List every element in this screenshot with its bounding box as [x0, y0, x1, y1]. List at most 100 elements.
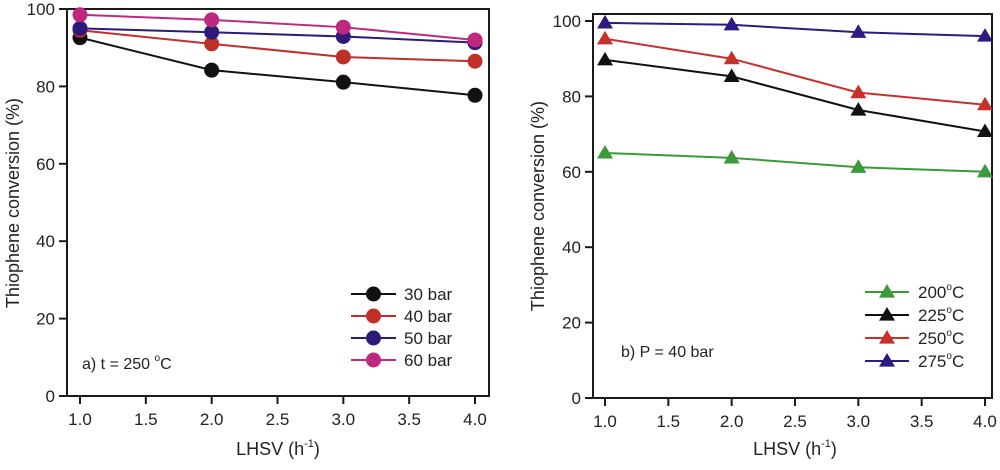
legend-marker [879, 284, 895, 298]
x-tick-label: 2.5 [783, 412, 807, 431]
legend-item: 50 bar [351, 329, 453, 348]
y-tick-label: 100 [553, 12, 581, 31]
data-point [467, 53, 483, 69]
legend-marker [879, 307, 895, 321]
y-tick-label: 20 [36, 310, 55, 329]
panel-b-x-axis: 1.0 1.5 2.0 2.5 3.0 3.5 4.0 [593, 398, 997, 431]
legend-label: 250oC [918, 328, 964, 348]
panel-a-annotation-prefix: a) t = 250 [82, 356, 155, 373]
series-line [604, 151, 986, 173]
legend-label-degree: o [946, 305, 952, 316]
legend-item: 60 bar [351, 351, 453, 370]
data-point [977, 96, 993, 111]
panel-b-x-axis-label-sup: -1 [821, 438, 831, 450]
legend-marker [366, 330, 381, 346]
data-point [597, 51, 613, 66]
legend-label: 50 bar [404, 329, 453, 348]
data-point [850, 24, 867, 38]
data-point [72, 20, 88, 36]
x-tick-label: 3.5 [397, 410, 421, 429]
legend-item: 200oC [865, 282, 964, 302]
data-point [977, 28, 993, 42]
data-point [204, 12, 220, 28]
series-line [79, 13, 476, 41]
panel-a-chart: 0 20 40 60 80 100 1.0 1.5 2.0 2.5 3.0 3.5 4.0 Thiop… [3, 0, 490, 459]
data-point [335, 49, 351, 65]
legend-label: 225oC [918, 305, 964, 325]
x-tick-label: 1.5 [657, 412, 681, 431]
y-tick-label: 80 [562, 87, 581, 106]
data-point [597, 14, 613, 29]
data-point [72, 7, 88, 23]
y-tick-label: 20 [562, 314, 581, 333]
x-tick-label: 3.0 [847, 412, 871, 431]
y-tick-label: 60 [562, 163, 581, 182]
panel-b-series-group [597, 14, 993, 178]
series-line [79, 36, 476, 97]
x-tick-label: 1.0 [68, 410, 92, 429]
panel-b-x-axis-label-close: ) [831, 439, 837, 459]
data-point [204, 62, 220, 78]
data-point [977, 163, 993, 178]
x-tick-label: 3.5 [910, 412, 934, 431]
panel-a-annotation-degree: o [155, 353, 161, 364]
panel-b-annotation: b) P = 40 bar [621, 344, 714, 361]
data-point [723, 68, 740, 83]
series-30-bar [72, 30, 483, 103]
series-200-c [597, 144, 993, 178]
x-tick-label: 2.0 [720, 412, 744, 431]
panel-b-x-axis-label-main: LHSV (h [753, 439, 821, 459]
data-point [850, 84, 867, 99]
series-line [604, 58, 986, 133]
panel-a-y-axis: 0 20 40 60 80 100 [27, 0, 67, 406]
legend-marker [879, 330, 895, 344]
data-point [204, 36, 220, 52]
legend-item: 225oC [865, 305, 964, 325]
y-tick-label: 80 [36, 77, 55, 96]
legend-marker [366, 352, 381, 368]
data-point [597, 30, 613, 45]
legend-item: 275oC [865, 351, 964, 371]
panel-b-y-axis: 0 20 40 60 80 100 [553, 12, 593, 408]
data-point [467, 32, 483, 48]
panel-a-annotation: a) t = 250 oC [82, 353, 172, 373]
series-line [604, 37, 986, 106]
data-point [977, 123, 993, 138]
panel-a-series-group [72, 7, 483, 103]
series-225-c [597, 51, 993, 138]
panel-a-x-axis-label-close: ) [314, 439, 320, 459]
panel-a-legend: 30 bar 40 bar 50 bar 60 bar [351, 285, 453, 370]
data-point [723, 16, 740, 31]
legend-label-unit: C [952, 283, 964, 302]
x-tick-label: 4.0 [463, 410, 487, 429]
data-point [723, 50, 740, 65]
panel-b-y-axis-label: Thiophene conversion (%) [528, 101, 548, 311]
x-tick-label: 1.0 [593, 412, 617, 431]
x-tick-label: 4.0 [973, 412, 997, 431]
y-tick-label: 0 [572, 389, 581, 408]
panel-a-x-axis-label-main: LHSV (h [236, 439, 304, 459]
y-tick-label: 40 [562, 238, 581, 257]
x-tick-label: 2.0 [200, 410, 224, 429]
y-tick-label: 60 [36, 155, 55, 174]
series-line [79, 27, 476, 44]
panel-b-x-axis-label: LHSV (h-1) [753, 438, 837, 459]
legend-label: 40 bar [404, 307, 453, 326]
data-point [335, 19, 351, 35]
series-line [604, 21, 986, 38]
data-point [850, 101, 867, 116]
data-point [467, 87, 483, 103]
panel-b-chart: 0 20 40 60 80 100 1.0 1.5 2.0 2.5 3.0 3.5 4.0 Thiop… [528, 12, 997, 459]
legend-label: 200oC [918, 282, 964, 302]
data-point [597, 144, 613, 159]
legend-label-number: 225 [918, 306, 946, 325]
panel-b-plot-frame [592, 13, 993, 399]
legend-label: 60 bar [404, 351, 453, 370]
legend-marker [366, 286, 381, 302]
series-60-bar [72, 7, 483, 48]
legend-label-number: 250 [918, 329, 946, 348]
y-tick-label: 40 [36, 232, 55, 251]
legend-label-degree: o [946, 282, 952, 293]
